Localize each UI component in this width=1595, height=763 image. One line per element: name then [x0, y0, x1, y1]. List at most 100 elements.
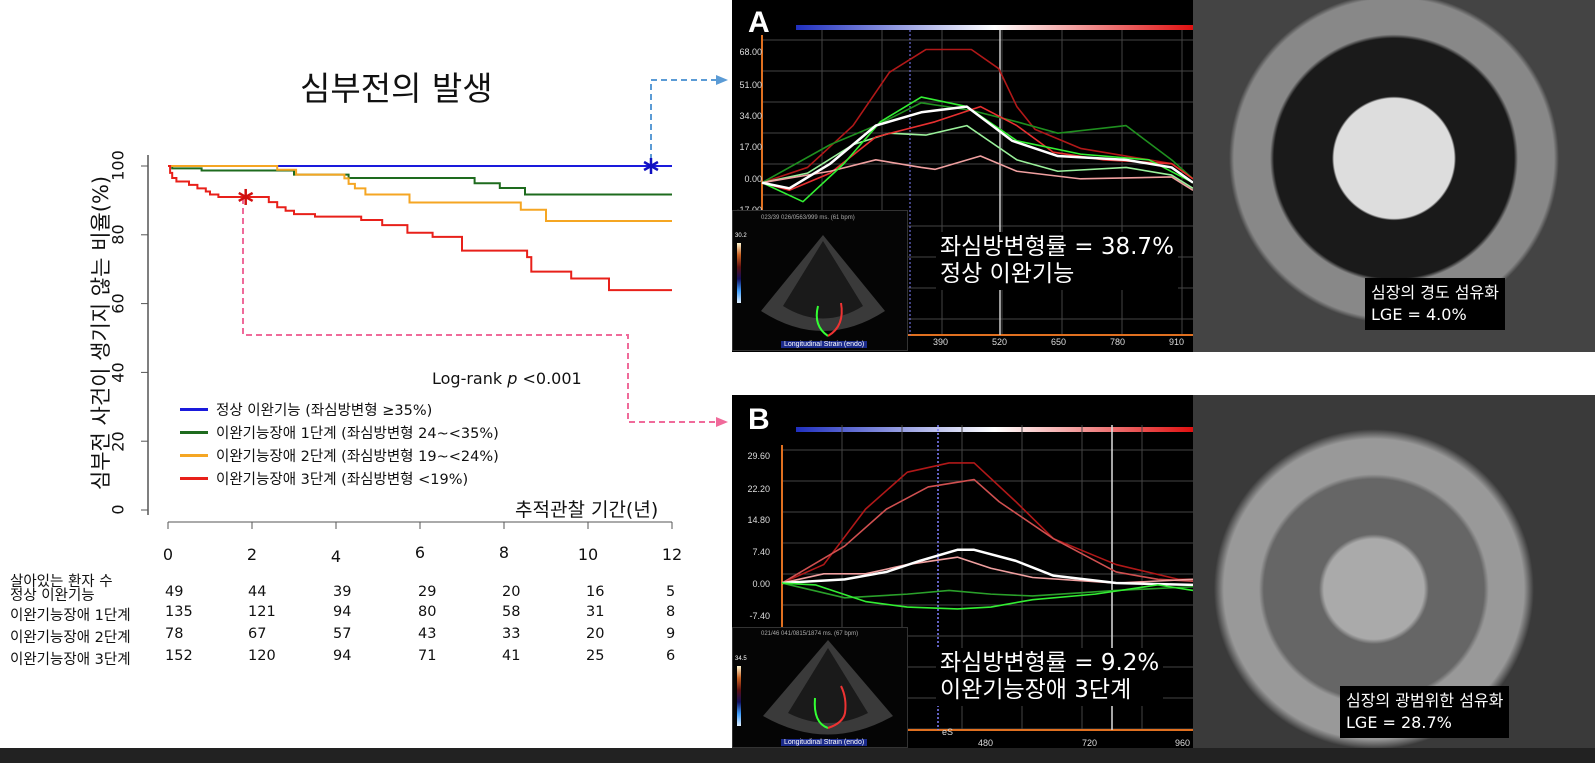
- y-tick-label: 34.00: [739, 111, 762, 121]
- risk-cell: 43: [418, 626, 437, 642]
- risk-cell: 67: [248, 626, 267, 642]
- event-marker-star: [643, 158, 659, 174]
- overlay-value: 좌심방변형률 = 9.2%: [940, 650, 1160, 676]
- y-tick-label: 80: [108, 224, 128, 245]
- inset-header: 023/39 026/0563/999 ms. (61 bpm): [761, 215, 855, 221]
- echo-inset-a: 023/39 026/0563/999 ms. (61 bpm) 30.2 Lo…: [732, 210, 908, 351]
- x-tick-label: 0: [162, 545, 174, 564]
- strain-overlay-a: 좌심방변형률 = 38.7% 정상 이완기능: [936, 232, 1178, 290]
- overlay-grade: 이완기능장애 3단계: [940, 677, 1132, 703]
- x-tick-label: 6: [414, 543, 426, 562]
- p-symbol: p: [507, 369, 518, 388]
- risk-row-label: 정상 이완기능: [10, 588, 95, 604]
- risk-cell: 94: [333, 648, 352, 664]
- inset-scale: 34.5: [735, 656, 747, 662]
- strain-curve-5: [761, 155, 1193, 191]
- bottom-bar: [0, 748, 1595, 763]
- km-curve-2: [168, 165, 672, 196]
- x-tick-label: 960: [1175, 738, 1191, 748]
- y-tick-label: 22.20: [747, 484, 770, 494]
- risk-row-label: 이완기능장애 3단계: [10, 652, 131, 668]
- risk-cell: 39: [333, 584, 352, 600]
- legend: 정상 이완기능 (좌심방변형 ≥35%) 이완기능장애 1단계 (좌심방변형 2…: [180, 398, 499, 490]
- risk-cell: 58: [502, 604, 521, 620]
- risk-cell: 57: [333, 626, 352, 642]
- y-tick-label: 51.00: [739, 80, 762, 90]
- legend-label: 이완기능장애 2단계 (좌심방변형 19~<24%): [216, 449, 499, 465]
- y-tick-label: 17.00: [739, 142, 762, 152]
- risk-cell: 20: [502, 584, 521, 600]
- risk-cell: 8: [666, 604, 676, 620]
- km-curve-4: [168, 165, 672, 292]
- legend-item: 정상 이완기능 (좌심방변형 ≥35%): [180, 398, 499, 421]
- legend-label: 이완기능장애 1단계 (좌심방변형 24~<35%): [216, 426, 499, 442]
- strain-curve-3: [781, 556, 1193, 584]
- x-tick-label: 910: [1169, 337, 1185, 347]
- overlay-value: 좌심방변형률 = 38.7%: [940, 234, 1174, 260]
- panel-label-a: A: [748, 6, 770, 39]
- risk-cell: 80: [418, 604, 437, 620]
- strain-overlay-b: 좌심방변형률 = 9.2% 이완기능장애 3단계: [936, 648, 1164, 706]
- y-tick-label: 7.40: [752, 547, 770, 557]
- risk-cell: 49: [165, 584, 184, 600]
- x-tick-label: 4: [330, 547, 342, 566]
- legend-label: 이완기능장애 3단계 (좌심방변형 <19%): [216, 472, 469, 488]
- logrank-text: Log-rank: [432, 369, 503, 388]
- panel-label-b: B: [748, 403, 770, 436]
- strain-panel-b: B 29.60 22.20 14.80 7.40 0.00 -7.40 480 …: [732, 395, 1193, 748]
- risk-cell: 31: [586, 604, 605, 620]
- strain-curve-2: [781, 478, 1193, 584]
- risk-cell: 6: [666, 648, 676, 664]
- risk-cell: 33: [502, 626, 521, 642]
- strain-curve-4: [781, 548, 1193, 587]
- risk-cell: 121: [248, 604, 276, 620]
- legend-item: 이완기능장애 1단계 (좌심방변형 24~<35%): [180, 421, 499, 444]
- echo-inset-b: 021/46 041/0815/1874 ms. (67 bpm) 34.5 L…: [732, 627, 908, 748]
- risk-cell: 9: [666, 626, 676, 642]
- legend-item: 이완기능장애 2단계 (좌심방변형 19~<24%): [180, 444, 499, 467]
- mri-finding: 심장의 경도 섬유화: [1371, 283, 1499, 302]
- x-tick-label: 480: [978, 738, 994, 748]
- strain-curve-7: [761, 105, 1193, 190]
- x-tick-label: 390: [933, 337, 949, 347]
- strain-curve-4: [761, 105, 1193, 192]
- risk-cell: 135: [165, 604, 193, 620]
- x-tick-label: 10: [577, 545, 599, 564]
- echo-image: [763, 640, 893, 735]
- overlay-grade: 정상 이완기능: [940, 261, 1075, 287]
- legend-swatch: [180, 408, 208, 411]
- x-tick-label: 2: [246, 545, 258, 564]
- y-tick-label: 68.00: [739, 47, 762, 57]
- risk-table-header: 살아있는 환자 수: [10, 574, 113, 590]
- x-tick-label: 780: [1110, 337, 1126, 347]
- x-tick-label: 8: [498, 543, 510, 562]
- y-tick-label: 60: [108, 293, 128, 314]
- x-axis-label: 추적관찰 기간(년): [515, 499, 659, 521]
- mri-image-a: 심장의 경도 섬유화 LGE = 4.0%: [1193, 0, 1595, 352]
- km-curve-3: [168, 165, 672, 223]
- risk-cell: 16: [586, 584, 605, 600]
- strain-curve-1: [761, 48, 1193, 184]
- strain-panel-a: A 68.00 51.00 34.00 17.00 0.00 -17.00 39…: [732, 0, 1193, 352]
- connector-line-to-a: [650, 79, 718, 160]
- mri-lge-value: LGE = 4.0%: [1371, 305, 1467, 324]
- y-tick-label: 29.60: [747, 451, 770, 461]
- echo-image: [761, 235, 885, 337]
- risk-cell: 25: [586, 648, 605, 664]
- logrank-annotation: Log-rank p <0.001: [432, 369, 582, 388]
- y-tick-label: 0.00: [752, 579, 770, 589]
- legend-label: 정상 이완기능 (좌심방변형 ≥35%): [216, 403, 433, 419]
- y-tick-label: 0.00: [744, 174, 762, 184]
- risk-cell: 44: [248, 584, 267, 600]
- inset-caption: Longitudinal Strain (endo): [781, 341, 868, 348]
- x-tick-label: 520: [992, 337, 1008, 347]
- y-tick-label: -7.40: [749, 611, 770, 621]
- color-scale-bar: [737, 666, 741, 726]
- y-tick-label: 100: [108, 150, 128, 181]
- risk-cell: 152: [165, 648, 193, 664]
- connector-line-to-b: [242, 198, 718, 423]
- x-tick-label: 650: [1051, 337, 1067, 347]
- mri-lge-value: LGE = 28.7%: [1346, 713, 1452, 732]
- y-tick-label: 14.80: [747, 515, 770, 525]
